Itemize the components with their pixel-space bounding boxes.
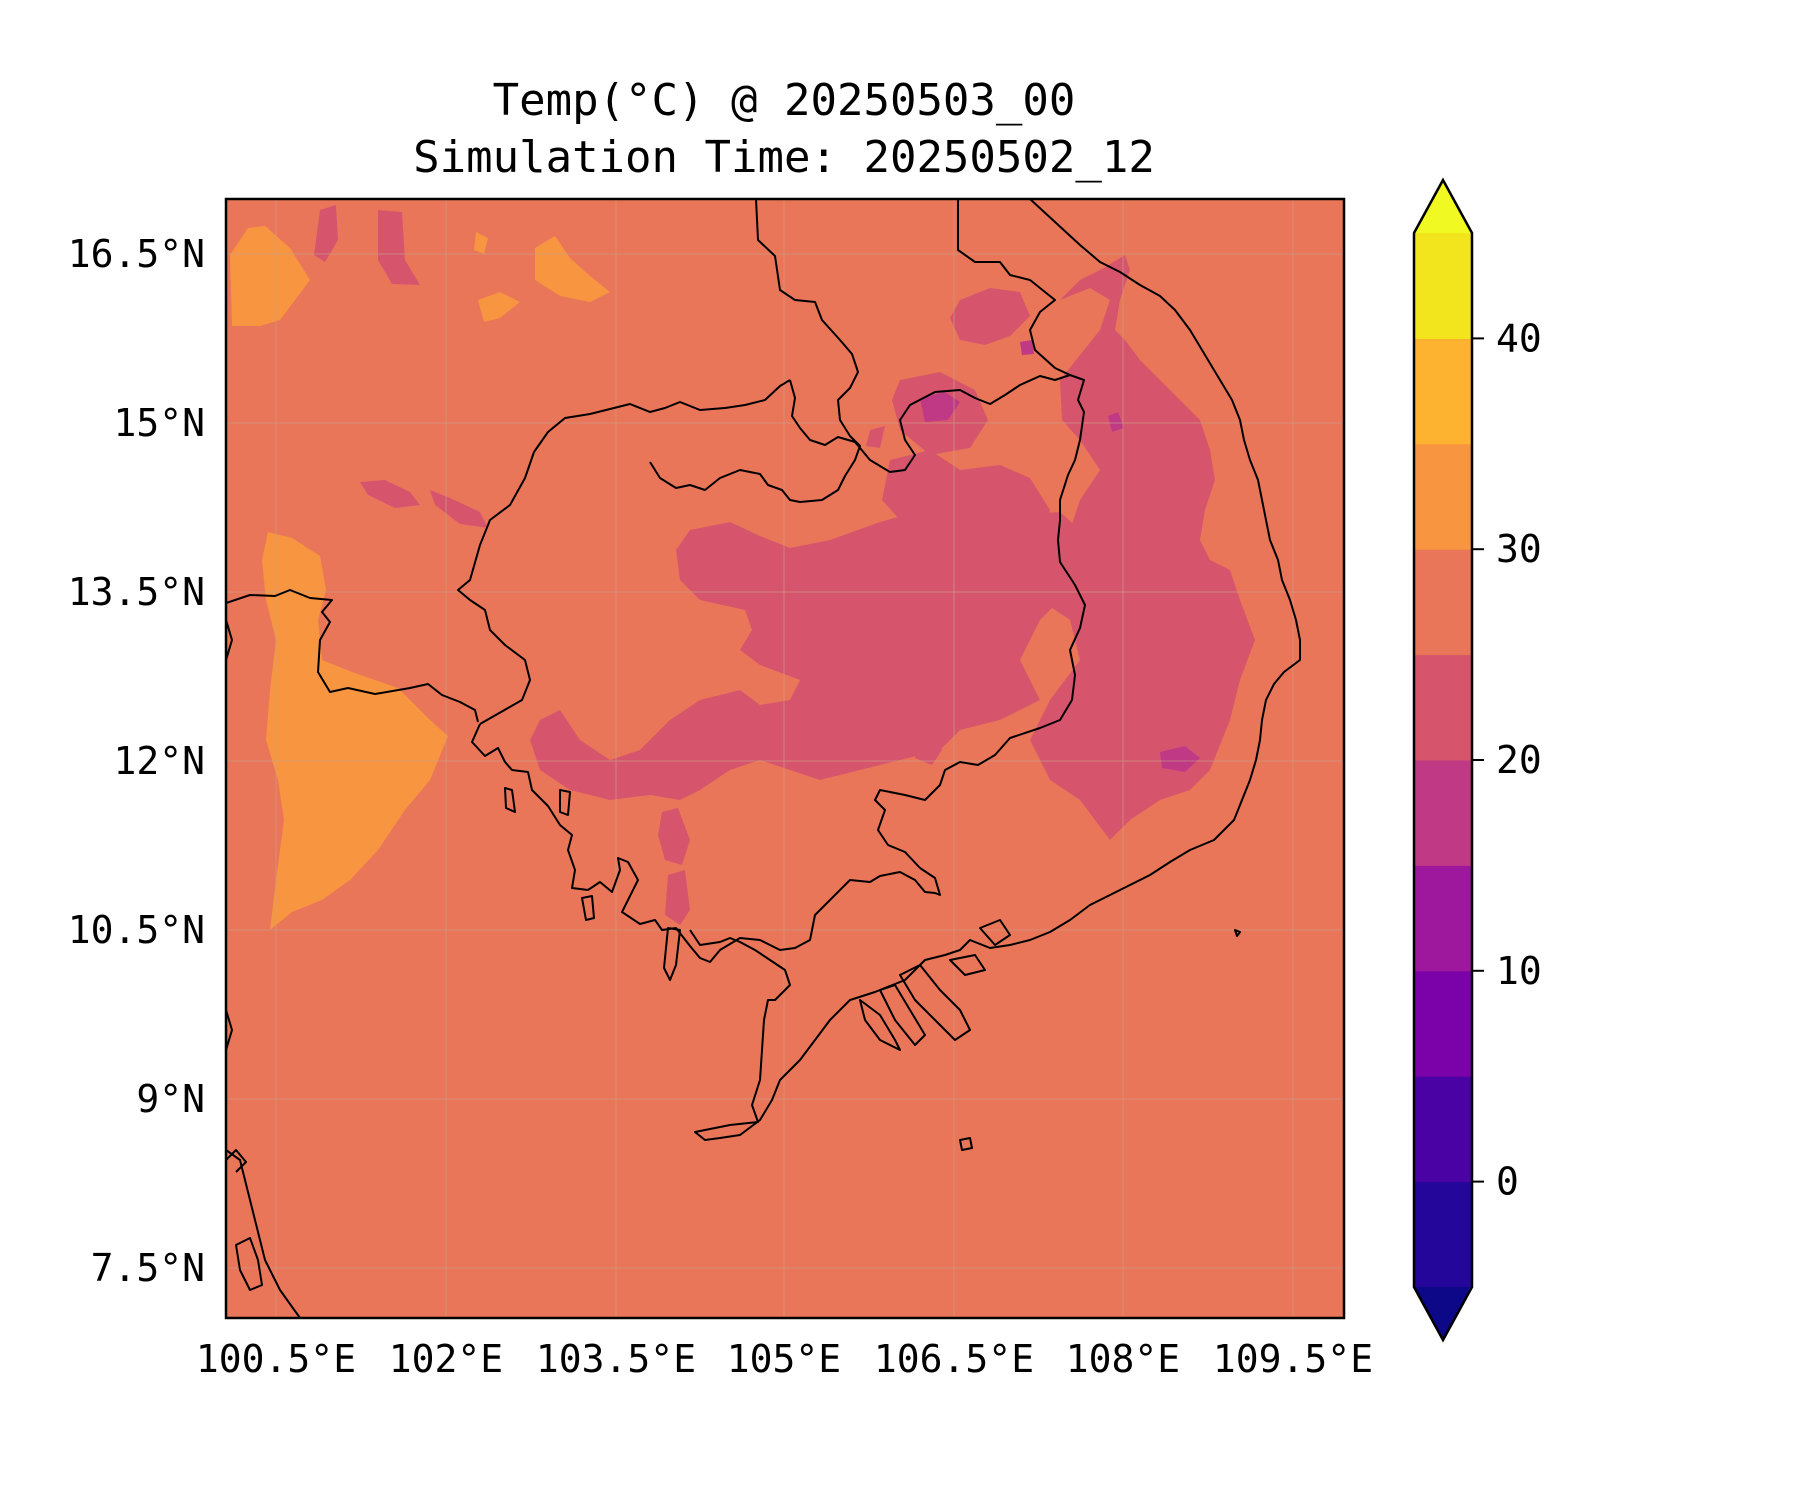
contour-cooler-3 bbox=[1108, 412, 1124, 432]
contour-cooler-1 bbox=[920, 392, 960, 422]
colorbar-tick-label: 10 bbox=[1496, 949, 1542, 993]
coast-vietnam-east bbox=[1009, 199, 1301, 946]
x-tick-label: 100.5°E bbox=[196, 1337, 356, 1381]
x-axis-tick-labels: 100.5°E 102°E 103.5°E 105°E 106.5°E 108°E 109.… bbox=[196, 1337, 1373, 1381]
contour-warm-west bbox=[262, 532, 448, 930]
colorbar-under-arrow bbox=[1414, 1287, 1472, 1340]
border-thailand-cambodia-west bbox=[226, 589, 479, 723]
colorbar-level bbox=[1414, 865, 1472, 972]
colorbar-level bbox=[1414, 443, 1472, 550]
colorbar-over-arrow bbox=[1414, 180, 1472, 233]
x-tick-label: 102°E bbox=[389, 1337, 503, 1381]
x-tick-label: 103.5°E bbox=[536, 1337, 696, 1381]
coast-small-islands bbox=[504, 787, 1241, 1151]
colorbar-level bbox=[1414, 654, 1472, 761]
contour-cool-mid-2 bbox=[866, 426, 885, 448]
contour-cool-south-2 bbox=[665, 870, 690, 925]
contour-warm-north-2 bbox=[478, 292, 520, 322]
contour-warm-north-3 bbox=[474, 232, 488, 254]
border-laos-vietnam bbox=[957, 199, 1071, 376]
contour-warm-northwest bbox=[230, 226, 310, 326]
contour-cool-northwest-1 bbox=[314, 205, 338, 262]
coast-peninsula-southwest bbox=[226, 1149, 301, 1318]
colorbar-tick-label: 40 bbox=[1496, 316, 1542, 360]
colorbar-level bbox=[1414, 970, 1472, 1077]
colorbar-tick-label: 20 bbox=[1496, 738, 1542, 782]
x-tick-label: 106.5°E bbox=[874, 1337, 1034, 1381]
coast-west-edge-1 bbox=[226, 619, 233, 661]
colorbar-level bbox=[1414, 760, 1472, 866]
border-laos-cambodia bbox=[789, 374, 1071, 473]
contour-cool-east bbox=[1030, 255, 1255, 840]
contour-cool-northwest-2 bbox=[378, 210, 420, 285]
map-panel bbox=[224, 197, 1346, 1320]
contour-cool-mid-3 bbox=[882, 450, 1050, 620]
colorbar-tick-label: 0 bbox=[1496, 1160, 1519, 1204]
coast-island-southwest bbox=[235, 1237, 263, 1291]
contour-cooler-4 bbox=[1020, 340, 1034, 355]
colorbar-outline bbox=[1412, 177, 1474, 1343]
contour-warm-north-1 bbox=[535, 236, 610, 302]
coast-west-edge-2 bbox=[226, 1009, 233, 1051]
coast-mekong-delta bbox=[689, 929, 1011, 1141]
y-tick-label: 7.5°N bbox=[91, 1246, 205, 1290]
contour-cooler-2 bbox=[1160, 746, 1200, 772]
map-title: Temp(°C) @ 20250503_00 bbox=[493, 75, 1076, 126]
colorbar-level bbox=[1414, 338, 1472, 445]
y-tick-label: 16.5°N bbox=[68, 232, 205, 276]
map-frame bbox=[224, 197, 1346, 1320]
coastlines-and-borders bbox=[226, 199, 1301, 1318]
colorbar-level bbox=[1414, 233, 1472, 339]
y-tick-label: 13.5°N bbox=[68, 570, 205, 614]
colorbar-level bbox=[1414, 1076, 1472, 1183]
contour-cool-south-3 bbox=[912, 722, 942, 765]
map-gridlines bbox=[226, 199, 1344, 1318]
colorbar: 0 10 20 30 40 bbox=[1412, 177, 1542, 1343]
coast-southwest-bay bbox=[226, 1149, 247, 1173]
border-thailand-cambodia-north bbox=[457, 379, 791, 725]
y-tick-label: 15°N bbox=[113, 401, 205, 445]
x-tick-label: 108°E bbox=[1066, 1337, 1180, 1381]
contour-cool-south-1 bbox=[658, 808, 690, 865]
temperature-contours bbox=[226, 199, 1344, 1318]
border-laos-thailand bbox=[649, 199, 861, 503]
contour-cool-south-4 bbox=[810, 722, 830, 745]
coast-thailand-gulf bbox=[471, 723, 941, 963]
colorbar-level bbox=[1414, 549, 1472, 656]
colorbar-level bbox=[1414, 1181, 1472, 1288]
contour-cool-strip-2 bbox=[430, 490, 488, 528]
y-tick-label: 12°N bbox=[113, 739, 205, 783]
y-tick-label: 10.5°N bbox=[68, 908, 205, 952]
x-tick-label: 109.5°E bbox=[1213, 1337, 1373, 1381]
colorbar-tick-label: 30 bbox=[1496, 527, 1542, 571]
contour-cool-strip-1 bbox=[360, 480, 420, 508]
map-subtitle: Simulation Time: 20250502_12 bbox=[413, 132, 1155, 183]
x-tick-label: 105°E bbox=[727, 1337, 841, 1381]
y-tick-label: 9°N bbox=[136, 1077, 205, 1121]
delta-islands bbox=[859, 919, 1011, 1051]
contour-cool-north-central bbox=[950, 288, 1030, 345]
border-cambodia-vietnam bbox=[874, 374, 1086, 869]
y-axis-tick-labels: 16.5°N 15°N 13.5°N 12°N 10.5°N 9°N 7.5°N bbox=[68, 232, 205, 1290]
